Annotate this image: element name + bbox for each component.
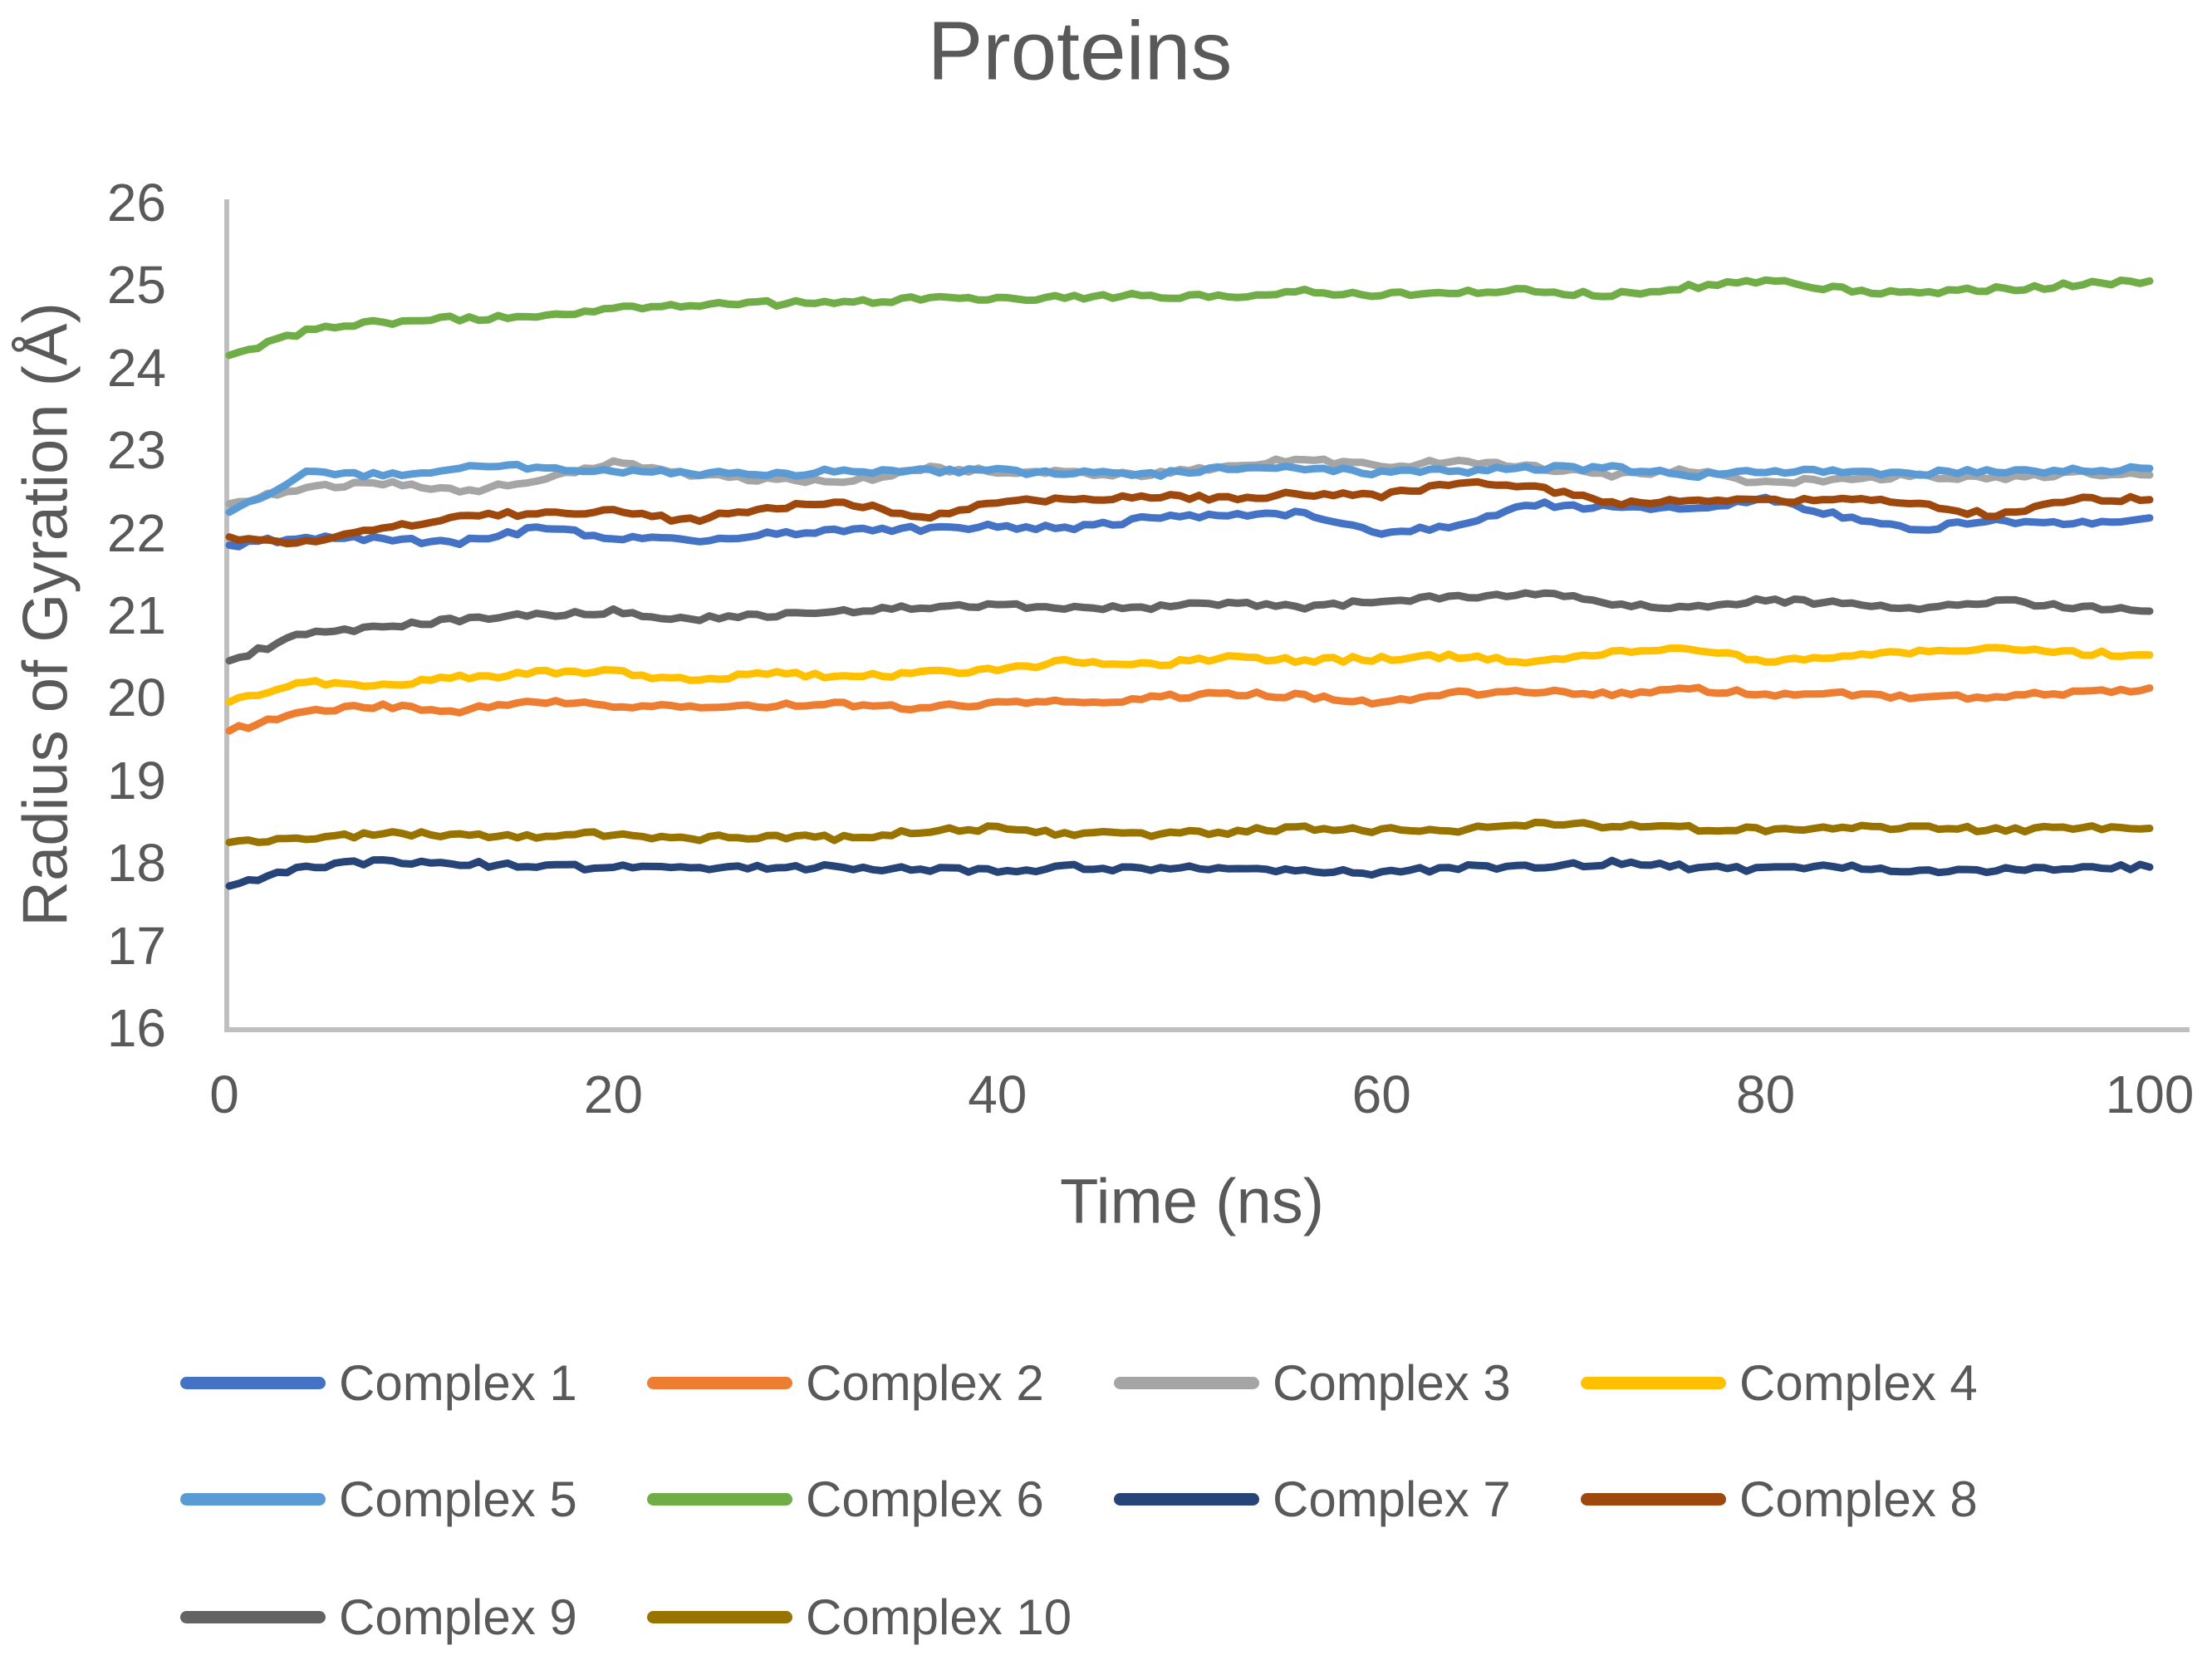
series-line-complex-4 xyxy=(225,644,2154,706)
series-line-complex-1 xyxy=(225,493,2154,551)
legend-entry-complex-7: Complex 7 xyxy=(1114,1462,1511,1536)
series-line-complex-2 xyxy=(225,683,2154,735)
x-tick-label-40: 40 xyxy=(968,1065,1028,1124)
series-line-complex-6 xyxy=(225,276,2154,360)
legend-swatch xyxy=(1581,1492,1726,1506)
series-line-complex-10 xyxy=(225,818,2154,846)
legend-entry-complex-10: Complex 10 xyxy=(647,1579,1072,1654)
legend-label: Complex 2 xyxy=(806,1354,1044,1411)
y-tick-label-19: 19 xyxy=(106,750,166,810)
legend-swatch xyxy=(647,1610,792,1623)
legend-label: Complex 8 xyxy=(1739,1471,1978,1527)
legend-entry-complex-6: Complex 6 xyxy=(647,1462,1044,1536)
y-tick-label-23: 23 xyxy=(106,420,166,481)
series-line-complex-5 xyxy=(225,460,2154,517)
y-tick-label-16: 16 xyxy=(106,998,166,1058)
legend-entry-complex-1: Complex 1 xyxy=(180,1345,577,1420)
legend-entry-complex-2: Complex 2 xyxy=(647,1345,1044,1420)
legend-swatch xyxy=(1114,1376,1259,1389)
legend-swatch xyxy=(647,1492,792,1506)
legend-entry-complex-5: Complex 5 xyxy=(180,1462,577,1536)
series-line-complex-8 xyxy=(225,477,2154,548)
x-tick-label-80: 80 xyxy=(1736,1065,1796,1124)
y-tick-label-17: 17 xyxy=(106,915,166,976)
legend-label: Complex 5 xyxy=(339,1471,577,1527)
x-tick-label-0: 0 xyxy=(209,1065,239,1124)
legend-swatch xyxy=(180,1492,326,1506)
legend-swatch xyxy=(647,1376,792,1389)
legend-label: Complex 10 xyxy=(806,1589,1072,1645)
legend-swatch xyxy=(1114,1492,1259,1506)
legend-swatch xyxy=(180,1610,326,1623)
x-tick-label-60: 60 xyxy=(1351,1065,1411,1124)
legend-entry-complex-4: Complex 4 xyxy=(1581,1345,1978,1420)
x-tick-label-20: 20 xyxy=(583,1065,643,1124)
legend-label: Complex 7 xyxy=(1273,1471,1511,1527)
chart-title: Proteins xyxy=(927,4,1233,98)
y-tick-label-21: 21 xyxy=(106,585,166,645)
y-tick-label-22: 22 xyxy=(106,502,166,563)
legend-entry-complex-9: Complex 9 xyxy=(180,1579,577,1654)
legend-entry-complex-8: Complex 8 xyxy=(1581,1462,1978,1536)
y-tick-label-20: 20 xyxy=(106,668,166,728)
legend-label: Complex 1 xyxy=(339,1354,577,1411)
legend-label: Complex 3 xyxy=(1273,1354,1511,1411)
series-line-complex-7 xyxy=(225,856,2154,890)
y-tick-label-26: 26 xyxy=(106,173,166,233)
x-axis-title: Time (ns) xyxy=(1059,1166,1325,1237)
legend-label: Complex 6 xyxy=(806,1471,1044,1527)
legend-swatch xyxy=(180,1376,326,1389)
legend-swatch xyxy=(1581,1376,1726,1389)
legend-label: Complex 9 xyxy=(339,1589,577,1645)
series-group xyxy=(225,276,2154,890)
y-tick-label-25: 25 xyxy=(106,255,166,316)
x-tick-label-100: 100 xyxy=(2105,1065,2195,1124)
y-tick-label-24: 24 xyxy=(106,337,166,398)
series-line-complex-9 xyxy=(225,589,2154,665)
y-tick-label-18: 18 xyxy=(106,833,166,894)
legend-entry-complex-3: Complex 3 xyxy=(1114,1345,1511,1420)
legend-label: Complex 4 xyxy=(1739,1354,1978,1411)
